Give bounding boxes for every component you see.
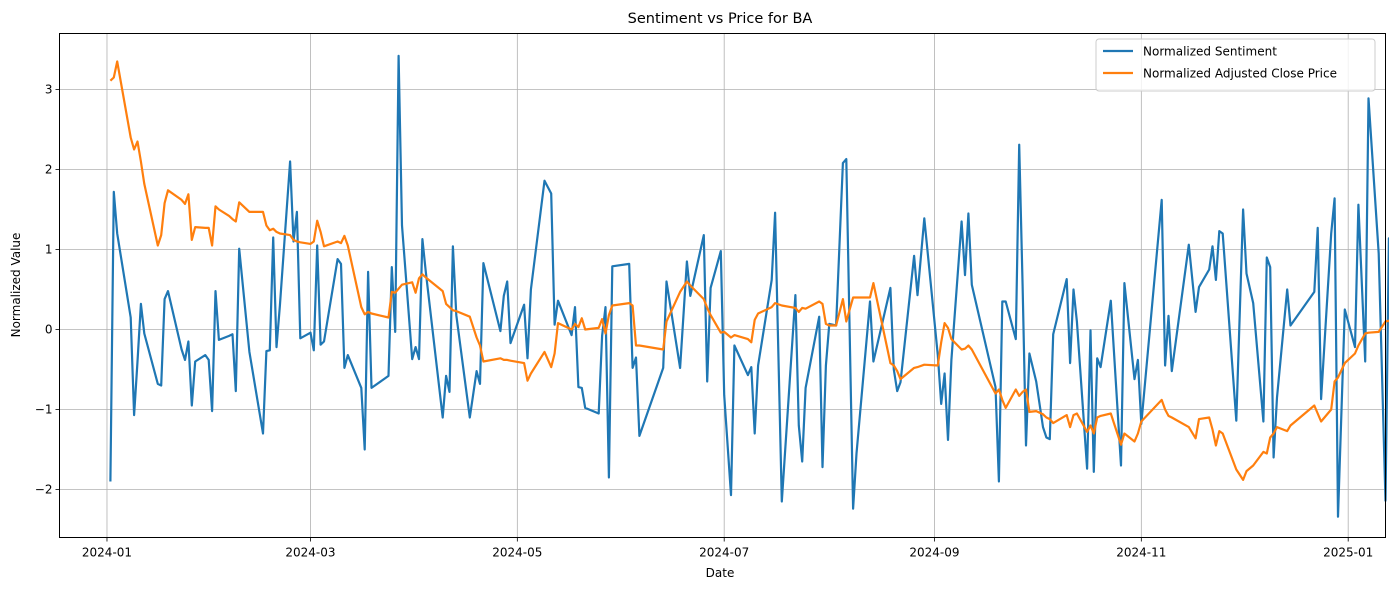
y-axis-title: Normalized Value xyxy=(9,233,23,338)
y-tick-label: 0 xyxy=(45,323,53,337)
x-tick-label: 2024-11 xyxy=(1116,546,1166,560)
x-tick-label: 2024-05 xyxy=(492,546,542,560)
x-tick-label: 2024-09 xyxy=(909,546,959,560)
x-tick-label: 2024-03 xyxy=(285,546,335,560)
y-tick-label: 1 xyxy=(45,243,53,257)
x-tick-label: 2025-01 xyxy=(1323,546,1373,560)
legend: Normalized Sentiment Normalized Adjusted… xyxy=(1095,38,1376,92)
series-lines xyxy=(109,54,1389,518)
adjusted-close-price-line xyxy=(109,60,1389,481)
x-axis-ticks: 2024-01 2024-03 2024-05 2024-07 2024-09 2024-… xyxy=(82,537,1373,560)
sentiment-line xyxy=(109,54,1389,518)
x-tick-label: 2024-01 xyxy=(82,546,132,560)
y-tick-label: 2 xyxy=(45,163,53,177)
chart-title: Sentiment vs Price for BA xyxy=(628,11,813,27)
legend-box xyxy=(1095,38,1376,92)
y-axis-ticks: −2 −1 0 1 2 3 xyxy=(35,83,60,497)
plot-area-frame xyxy=(59,33,1386,538)
y-tick-label: −2 xyxy=(35,483,53,497)
y-tick-label: 3 xyxy=(45,83,53,97)
y-tick-label: −1 xyxy=(35,403,53,417)
x-tick-label: 2024-07 xyxy=(699,546,749,560)
x-axis-title: Date xyxy=(706,566,735,580)
legend-label-price: Normalized Adjusted Close Price xyxy=(1143,67,1337,81)
legend-label-sentiment: Normalized Sentiment xyxy=(1143,45,1277,59)
